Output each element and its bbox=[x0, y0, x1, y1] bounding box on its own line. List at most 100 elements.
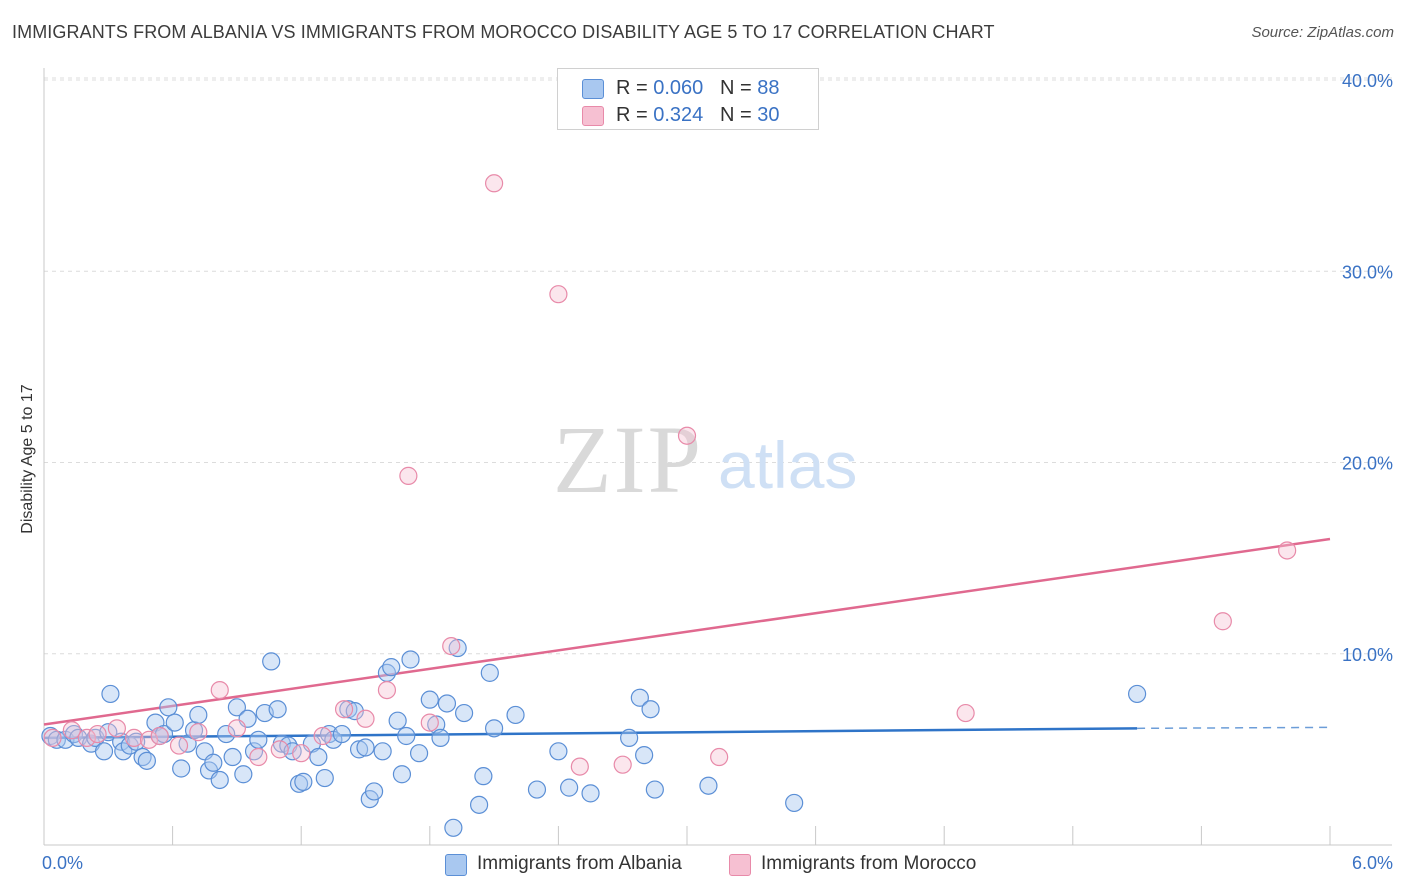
morocco-point bbox=[334, 700, 354, 719]
y-tick-label: 30.0% bbox=[1342, 262, 1393, 282]
morocco-point bbox=[377, 680, 397, 700]
albania-point bbox=[165, 713, 184, 732]
albania-point bbox=[94, 742, 114, 761]
albania-point bbox=[474, 767, 493, 786]
albania-point bbox=[641, 700, 660, 719]
albania-point bbox=[630, 688, 649, 707]
albania-point bbox=[172, 759, 191, 778]
albania-point bbox=[268, 700, 287, 719]
legend-n-label: N = bbox=[719, 104, 758, 126]
albania-trend-extension bbox=[1137, 726, 1331, 730]
bottom-legend-label: Immigrants from Morocco bbox=[761, 853, 977, 874]
albania-point bbox=[382, 658, 401, 677]
morocco-point bbox=[549, 285, 568, 304]
albania-point bbox=[549, 742, 568, 761]
y-tick-label: 40.0% bbox=[1342, 71, 1393, 91]
trend-lines bbox=[43, 537, 1331, 740]
albania-point bbox=[420, 690, 439, 709]
albania-point bbox=[427, 715, 446, 734]
chart-title: IMMIGRANTS FROM ALBANIA VS IMMIGRANTS FR… bbox=[12, 22, 995, 42]
albania-point bbox=[137, 751, 156, 770]
morocco-point bbox=[613, 755, 632, 774]
albania-point bbox=[189, 705, 208, 725]
x-tick-label: 6.0% bbox=[1352, 853, 1393, 873]
albania-point bbox=[645, 780, 664, 799]
watermark-zip: ZIP bbox=[553, 406, 703, 513]
morocco-point bbox=[1213, 612, 1232, 631]
legend-n-value: 30 bbox=[757, 104, 780, 126]
morocco-point bbox=[43, 728, 62, 748]
albania-point bbox=[159, 698, 178, 717]
legend-r-label: R = bbox=[616, 104, 654, 126]
albania-point bbox=[560, 778, 579, 797]
morocco-point bbox=[139, 730, 159, 749]
y-axis-label: Disability Age 5 to 17 bbox=[19, 384, 36, 534]
legend-r-value: 0.324 bbox=[653, 104, 704, 126]
morocco-point bbox=[485, 174, 504, 193]
morocco-point bbox=[249, 747, 268, 767]
morocco-point bbox=[420, 713, 439, 732]
albania-point bbox=[349, 740, 369, 759]
albania-point bbox=[227, 698, 246, 717]
albania-point bbox=[620, 728, 639, 748]
albania-point bbox=[448, 638, 467, 658]
albania-point bbox=[635, 746, 654, 765]
morocco-point bbox=[956, 703, 975, 723]
albania-point bbox=[437, 694, 457, 713]
morocco-point bbox=[62, 721, 81, 740]
grid-lines bbox=[44, 77, 1392, 655]
albania-swatch bbox=[445, 854, 467, 876]
y-tick-label: 20.0% bbox=[1342, 454, 1393, 474]
albania-point bbox=[356, 738, 375, 757]
morocco-point bbox=[399, 466, 418, 485]
albania-point bbox=[785, 793, 804, 813]
albania-point bbox=[485, 719, 504, 738]
morocco-point bbox=[210, 680, 229, 700]
albania-point bbox=[388, 711, 407, 730]
watermark: ZIP atlas bbox=[553, 406, 857, 513]
morocco-point bbox=[88, 724, 107, 744]
albania-point bbox=[401, 650, 420, 669]
albania-point bbox=[315, 768, 334, 788]
albania-point bbox=[454, 703, 474, 723]
albania-point bbox=[294, 772, 313, 791]
bottom-legend-label: Immigrants from Albania bbox=[477, 853, 682, 874]
morocco-point bbox=[107, 719, 126, 738]
source-credit: Source: ZipAtlas.com bbox=[1251, 24, 1394, 41]
morocco-point bbox=[442, 636, 461, 656]
albania-point bbox=[332, 724, 352, 744]
albania-point bbox=[469, 795, 489, 814]
correlation-legend: R = 0.060 N = 88 R = 0.324 N = 30 bbox=[557, 68, 819, 130]
albania-point bbox=[204, 753, 223, 772]
albania-point bbox=[373, 742, 392, 761]
morocco-point bbox=[124, 728, 144, 748]
morocco-point bbox=[150, 726, 169, 746]
tick-labels: 10.0% 20.0% 30.0% 40.0% 0.0% 6.0% bbox=[42, 71, 1393, 873]
albania-point bbox=[223, 747, 242, 767]
albania-point bbox=[392, 765, 412, 784]
morocco-point bbox=[677, 426, 697, 445]
albania-point bbox=[527, 780, 547, 799]
morocco-point bbox=[292, 744, 311, 763]
morocco-point bbox=[77, 728, 96, 748]
albania-point bbox=[1127, 684, 1147, 704]
albania-point bbox=[234, 765, 253, 784]
albania-point bbox=[699, 776, 718, 795]
albania-point bbox=[101, 684, 120, 704]
legend-r-label: R = bbox=[616, 77, 654, 99]
albania-point bbox=[581, 784, 600, 803]
legend-r-value: 0.060 bbox=[653, 77, 704, 99]
albania-point bbox=[339, 700, 358, 719]
albania-point bbox=[409, 744, 429, 763]
morocco-point bbox=[570, 757, 589, 776]
albania-point bbox=[262, 652, 281, 671]
albania-point bbox=[397, 726, 416, 746]
morocco-swatch bbox=[729, 854, 751, 876]
albania-point bbox=[431, 728, 450, 748]
albania-point bbox=[506, 705, 525, 725]
data-points bbox=[41, 174, 1297, 837]
albania-trend-line bbox=[43, 727, 1138, 740]
morocco-point bbox=[710, 747, 729, 767]
morocco-point bbox=[1278, 541, 1297, 560]
legend-n-value: 88 bbox=[757, 77, 780, 99]
